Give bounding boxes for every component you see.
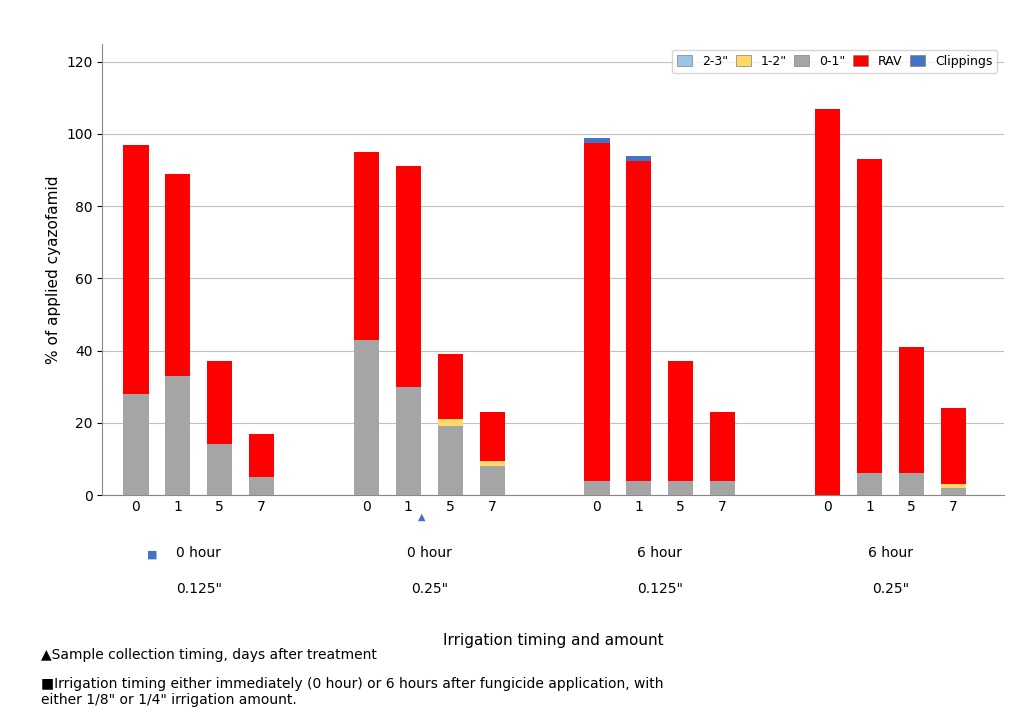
Bar [437, 355, 463, 419]
Bar [165, 376, 190, 495]
Bar [710, 480, 735, 495]
Bar [710, 412, 735, 480]
Bar [207, 445, 232, 495]
Bar [627, 480, 651, 495]
Bar [815, 108, 840, 495]
Bar [857, 159, 882, 473]
Y-axis label: % of applied cyazofamid: % of applied cyazofamid [46, 175, 60, 363]
Bar [123, 145, 148, 394]
Bar [396, 167, 421, 387]
Text: ▲: ▲ [418, 512, 425, 522]
Bar [669, 480, 693, 495]
Bar [479, 412, 505, 461]
Bar [165, 174, 190, 376]
Text: 0.25": 0.25" [871, 582, 909, 596]
Bar [857, 473, 882, 495]
Bar [941, 488, 966, 495]
Bar [585, 138, 609, 143]
Bar [123, 394, 148, 495]
Text: 0 hour: 0 hour [176, 546, 221, 560]
Text: 0.125": 0.125" [637, 582, 683, 596]
Bar [354, 152, 379, 340]
Bar [585, 480, 609, 495]
Bar [899, 473, 924, 495]
Bar [249, 434, 274, 477]
Text: 6 hour: 6 hour [637, 546, 682, 560]
Bar [354, 340, 379, 495]
Bar [249, 477, 274, 495]
Bar [396, 387, 421, 495]
Bar [899, 347, 924, 473]
Bar [627, 161, 651, 480]
Legend: 2-3", 1-2", 0-1", RAV, Clippings: 2-3", 1-2", 0-1", RAV, Clippings [672, 50, 997, 73]
Text: 0 hour: 0 hour [407, 546, 452, 560]
Bar [585, 143, 609, 480]
Bar [437, 419, 463, 427]
Bar [479, 461, 505, 466]
Text: 0.125": 0.125" [176, 582, 222, 596]
Text: ■: ■ [147, 550, 158, 560]
Bar [627, 156, 651, 161]
Text: ▲Sample collection timing, days after treatment: ▲Sample collection timing, days after tr… [41, 648, 377, 662]
Bar [479, 466, 505, 495]
Bar [669, 361, 693, 480]
Bar [207, 361, 232, 445]
Bar [941, 484, 966, 488]
Bar [941, 408, 966, 484]
Text: ■Irrigation timing either immediately (0 hour) or 6 hours after fungicide applic: ■Irrigation timing either immediately (0… [41, 677, 664, 707]
Bar [437, 427, 463, 495]
Text: 6 hour: 6 hour [868, 546, 912, 560]
Text: Irrigation timing and amount: Irrigation timing and amount [442, 633, 664, 649]
Text: 0.25": 0.25" [411, 582, 447, 596]
